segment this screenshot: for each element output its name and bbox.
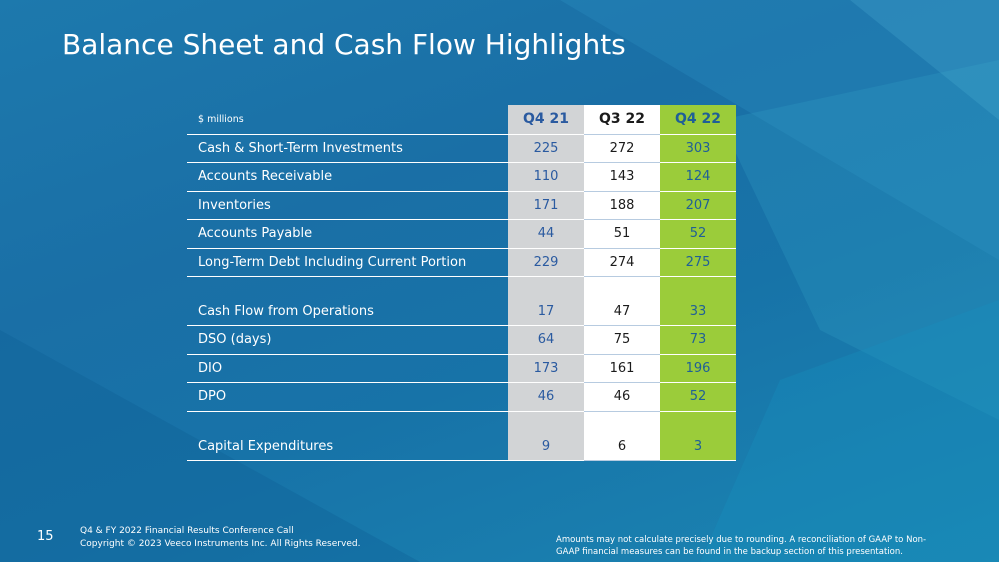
cell-q422: 3 (660, 411, 736, 461)
table-row: Cash & Short-Term Investments 225 272 30… (187, 134, 736, 163)
footnote-line-1: Amounts may not calculate precisely due … (556, 535, 927, 545)
cell-q322: 188 (584, 191, 660, 220)
row-label: DPO (187, 382, 508, 412)
table-header-row: $ millions Q4 21 Q3 22 Q4 22 (187, 105, 736, 135)
footer-copyright: Copyright © 2023 Veeco Instruments Inc. … (80, 539, 361, 549)
row-label: Cash Flow from Operations (187, 276, 508, 326)
page-number: 15 (37, 529, 54, 544)
table-row: Capital Expenditures 9 6 3 (187, 411, 736, 461)
table-row: Cash Flow from Operations 17 47 33 (187, 276, 736, 326)
row-label: Accounts Payable (187, 219, 508, 249)
row-label: DSO (days) (187, 325, 508, 355)
cell-q422: 52 (660, 219, 736, 249)
cell-q421: 64 (508, 325, 584, 355)
page-title: Balance Sheet and Cash Flow Highlights (62, 28, 626, 61)
cell-q322: 272 (584, 134, 660, 163)
row-label: Long-Term Debt Including Current Portion (187, 248, 508, 277)
cell-q422: 207 (660, 191, 736, 220)
cell-q322: 51 (584, 219, 660, 249)
cell-q422: 275 (660, 248, 736, 277)
footer-conference-title: Q4 & FY 2022 Financial Results Conferenc… (80, 526, 294, 536)
cell-q422: 196 (660, 354, 736, 383)
cell-q422: 124 (660, 162, 736, 192)
row-label: Accounts Receivable (187, 162, 508, 192)
cell-q422: 33 (660, 276, 736, 326)
table-row: Long-Term Debt Including Current Portion… (187, 248, 736, 277)
table-row: DIO 173 161 196 (187, 354, 736, 383)
column-header-q322: Q3 22 (584, 105, 660, 135)
row-label: DIO (187, 354, 508, 383)
cell-q421: 110 (508, 162, 584, 192)
cell-q421: 17 (508, 276, 584, 326)
unit-label: $ millions (187, 105, 508, 135)
cell-q422: 52 (660, 382, 736, 412)
cell-q322: 46 (584, 382, 660, 412)
cell-q421: 9 (508, 411, 584, 461)
cell-q422: 303 (660, 134, 736, 163)
row-label: Cash & Short-Term Investments (187, 134, 508, 163)
column-header-q421: Q4 21 (508, 105, 584, 135)
cell-q422: 73 (660, 325, 736, 355)
cell-q322: 6 (584, 411, 660, 461)
cell-q322: 274 (584, 248, 660, 277)
cell-q421: 171 (508, 191, 584, 220)
cell-q421: 173 (508, 354, 584, 383)
cell-q322: 75 (584, 325, 660, 355)
row-label: Capital Expenditures (187, 411, 508, 461)
footnote-line-2: GAAP financial measures can be found in … (556, 547, 903, 557)
cell-q421: 225 (508, 134, 584, 163)
cell-q421: 46 (508, 382, 584, 412)
cell-q421: 229 (508, 248, 584, 277)
cell-q322: 161 (584, 354, 660, 383)
row-label: Inventories (187, 191, 508, 220)
cell-q322: 143 (584, 162, 660, 192)
footer-conference-info: Q4 & FY 2022 Financial Results Conferenc… (80, 525, 360, 551)
table-row: DPO 46 46 52 (187, 382, 736, 412)
table-row: Inventories 171 188 207 (187, 191, 736, 220)
table-row: Accounts Payable 44 51 52 (187, 219, 736, 249)
cell-q322: 47 (584, 276, 660, 326)
footnote: Amounts may not calculate precisely due … (556, 534, 976, 558)
balance-sheet-table: $ millions Q4 21 Q3 22 Q4 22 Cash & Shor… (187, 105, 736, 461)
table-row: Accounts Receivable 110 143 124 (187, 162, 736, 192)
cell-q421: 44 (508, 219, 584, 249)
table-row: DSO (days) 64 75 73 (187, 325, 736, 355)
column-header-q422: Q4 22 (660, 105, 736, 135)
